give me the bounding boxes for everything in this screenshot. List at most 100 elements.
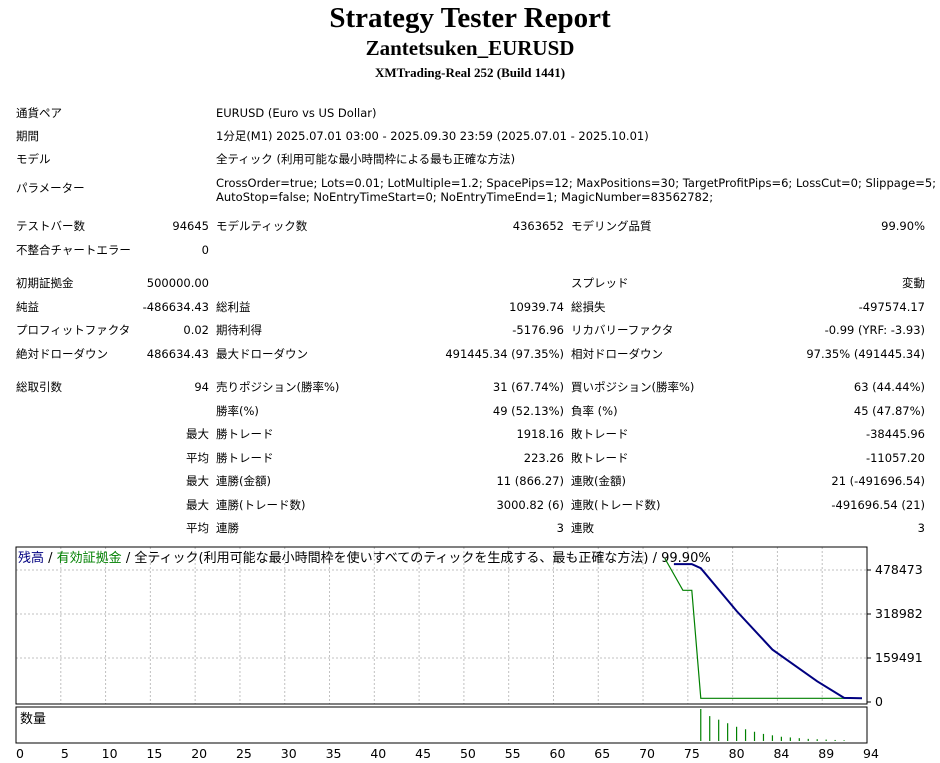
x-tick-label: 15	[146, 746, 162, 761]
x-tick-label: 35	[326, 746, 342, 761]
consec-wins-amt-label: 連勝(金額)	[216, 474, 271, 488]
y-tick-label: 0	[875, 694, 883, 709]
legend-equity: 有効証拠金	[57, 550, 122, 566]
gross-loss-value: -497574.17	[858, 300, 925, 314]
volume-label: 数量	[20, 712, 46, 727]
x-tick-label: 75	[684, 746, 700, 761]
params-label: パラメーター	[16, 181, 85, 195]
params-row: パラメーター	[0, 179, 940, 197]
largest-loss-label: 敗トレード	[571, 427, 629, 441]
volume-frame	[15, 706, 868, 744]
x-tick-label: 0	[16, 746, 24, 761]
x-tick-label: 94	[863, 746, 879, 761]
net-value: -486634.43	[142, 300, 209, 314]
legend-balance: 残高	[18, 550, 44, 566]
largest-label: 最大	[186, 427, 209, 441]
symbol-label: 通貨ペア	[16, 106, 62, 120]
max-dd-label: 最大ドローダウン	[216, 347, 308, 361]
legend-separator: /	[44, 551, 57, 566]
short-value: 31 (67.74%)	[492, 380, 564, 394]
avg-consec-label: 平均	[186, 521, 209, 535]
y-tick-label: 318982	[875, 606, 923, 621]
x-tick-label: 10	[102, 746, 118, 761]
gross-profit-value: 10939.74	[509, 300, 564, 314]
spread-label: スプレッド	[571, 276, 629, 290]
spread-value: 変動	[902, 276, 925, 290]
params-line2: AutoStop=false; NoEntryTimeStart=0; NoEn…	[216, 190, 714, 204]
quality-label: モデリング品質	[571, 219, 652, 233]
consec-wins-amt-value: 11 (866.27)	[496, 474, 564, 488]
x-tick-label: 45	[415, 746, 431, 761]
x-tick-label: 50	[460, 746, 476, 761]
x-tick-label: 60	[550, 746, 566, 761]
avg-consec-row: 平均 連勝 3 連敗 3	[0, 519, 940, 537]
period-value: 1分足(M1) 2025.07.01 03:00 - 2025.09.30 23…	[216, 129, 649, 143]
abs-dd-label: 絶対ドローダウン	[16, 347, 108, 361]
deposit-label: 初期証拠金	[16, 276, 74, 290]
ticks-label: モデルティック数	[216, 219, 308, 233]
consec-wins-cnt-label: 連勝(トレード数)	[216, 498, 306, 512]
deposit-value: 500000.00	[146, 276, 209, 290]
total-trades-label: 総取引数	[16, 380, 62, 394]
report-title: Strategy Tester Report	[329, 2, 611, 34]
net-label: 純益	[16, 300, 39, 314]
y-tick-label: 159491	[875, 650, 923, 665]
consec-count-row: 最大 連勝(トレード数) 3000.82 (6) 連敗(トレード数) -4916…	[0, 496, 940, 514]
consec-loss-cnt-value: -491696.54 (21)	[831, 498, 925, 512]
mismatch-row: 不整合チャートエラー 0	[0, 241, 940, 259]
model-value: 全ティック (利用可能な最小時間枠による最も正確な方法)	[216, 152, 516, 166]
drawdown-row: 絶対ドローダウン 486634.43 最大ドローダウン 491445.34 (9…	[0, 345, 940, 363]
svg-text:残高 / 有効証拠金 / 全ティック(利用可能な最小時間枠を: 残高 / 有効証拠金 / 全ティック(利用可能な最小時間枠を使いすべてのティック…	[18, 550, 711, 566]
period-row: 期間 1分足(M1) 2025.07.01 03:00 - 2025.09.30…	[0, 127, 940, 145]
avg-win-value: 223.26	[523, 451, 564, 465]
x-tick-label: 5	[61, 746, 69, 761]
largest-win-label: 勝トレード	[216, 427, 274, 441]
period-label: 期間	[16, 129, 39, 143]
consec-loss-cnt-label: 連敗(トレード数)	[571, 498, 661, 512]
x-tick-label: 55	[505, 746, 521, 761]
consec-wins-cnt-value: 3000.82 (6)	[496, 498, 564, 512]
mismatch-label: 不整合チャートエラー	[16, 243, 131, 257]
avg-consec-loss-label: 連敗	[571, 521, 594, 535]
loss-label: 負率 (%)	[571, 404, 618, 418]
long-label: 買いポジション(勝率%)	[571, 380, 695, 394]
max-dd-value: 491445.34 (97.35%)	[445, 347, 564, 361]
y-tick-label: 478473	[875, 562, 923, 577]
gross-loss-label: 総損失	[571, 300, 606, 314]
legend-model: / 全ティック(利用可能な最小時間枠を使いすべてのティックを生成する、最も正確な…	[122, 550, 711, 566]
average-row: 平均 勝トレード 223.26 敗トレード -11057.20	[0, 449, 940, 467]
total-trades-value: 94	[194, 380, 209, 394]
expert-name: Zantetsuken_EURUSD	[365, 36, 575, 60]
equity-line	[664, 558, 862, 699]
win-value: 49 (52.13%)	[492, 404, 564, 418]
x-tick-label: 84	[773, 746, 789, 761]
avg-loss-label: 敗トレード	[571, 451, 629, 465]
avg-consec-loss-value: 3	[917, 521, 925, 535]
avg-consec-wins-value: 3	[556, 521, 564, 535]
pf-label: プロフィットファクタ	[16, 323, 131, 337]
model-row: モデル 全ティック (利用可能な最小時間枠による最も正確な方法)	[0, 150, 940, 168]
rel-dd-value: 97.35% (491445.34)	[806, 347, 925, 361]
x-tick-label: 70	[639, 746, 655, 761]
consec-count-max-label: 最大	[186, 498, 209, 512]
total-trades-row: 総取引数 94 売りポジション(勝率%) 31 (67.74%) 買いポジション…	[0, 378, 940, 396]
deposit-row: 初期証拠金 500000.00 スプレッド 変動	[0, 274, 940, 292]
symbol-value: EURUSD (Euro vs US Dollar)	[216, 106, 377, 120]
x-tick-label: 80	[729, 746, 745, 761]
x-tick-label: 65	[594, 746, 610, 761]
server-name: XMTrading-Real 252 (Build 1441)	[374, 65, 566, 80]
balance-line	[673, 563, 863, 700]
bars-value: 94645	[172, 219, 209, 233]
loss-value: 45 (47.87%)	[853, 404, 925, 418]
consec-amount-row: 最大 連勝(金額) 11 (866.27) 連敗(金額) 21 (-491696…	[0, 472, 940, 490]
average-label: 平均	[186, 451, 209, 465]
payoff-value: -5176.96	[512, 323, 564, 337]
balance-chart: 残高 / 有効証拠金 / 全ティック(利用可能な最小時間枠を使いすべてのティック…	[15, 546, 923, 761]
bars-row: テストバー数 94645 モデルティック数 4363652 モデリング品質 99…	[0, 217, 940, 235]
params-line1: CrossOrder=true; Lots=0.01; LotMultiple=…	[216, 176, 937, 190]
quality-value: 99.90%	[881, 219, 925, 233]
recovery-value: -0.99 (YRF: -3.93)	[824, 323, 925, 337]
gross-profit-label: 総利益	[216, 300, 251, 314]
largest-win-value: 1918.16	[516, 427, 564, 441]
long-value: 63 (44.44%)	[853, 380, 925, 394]
